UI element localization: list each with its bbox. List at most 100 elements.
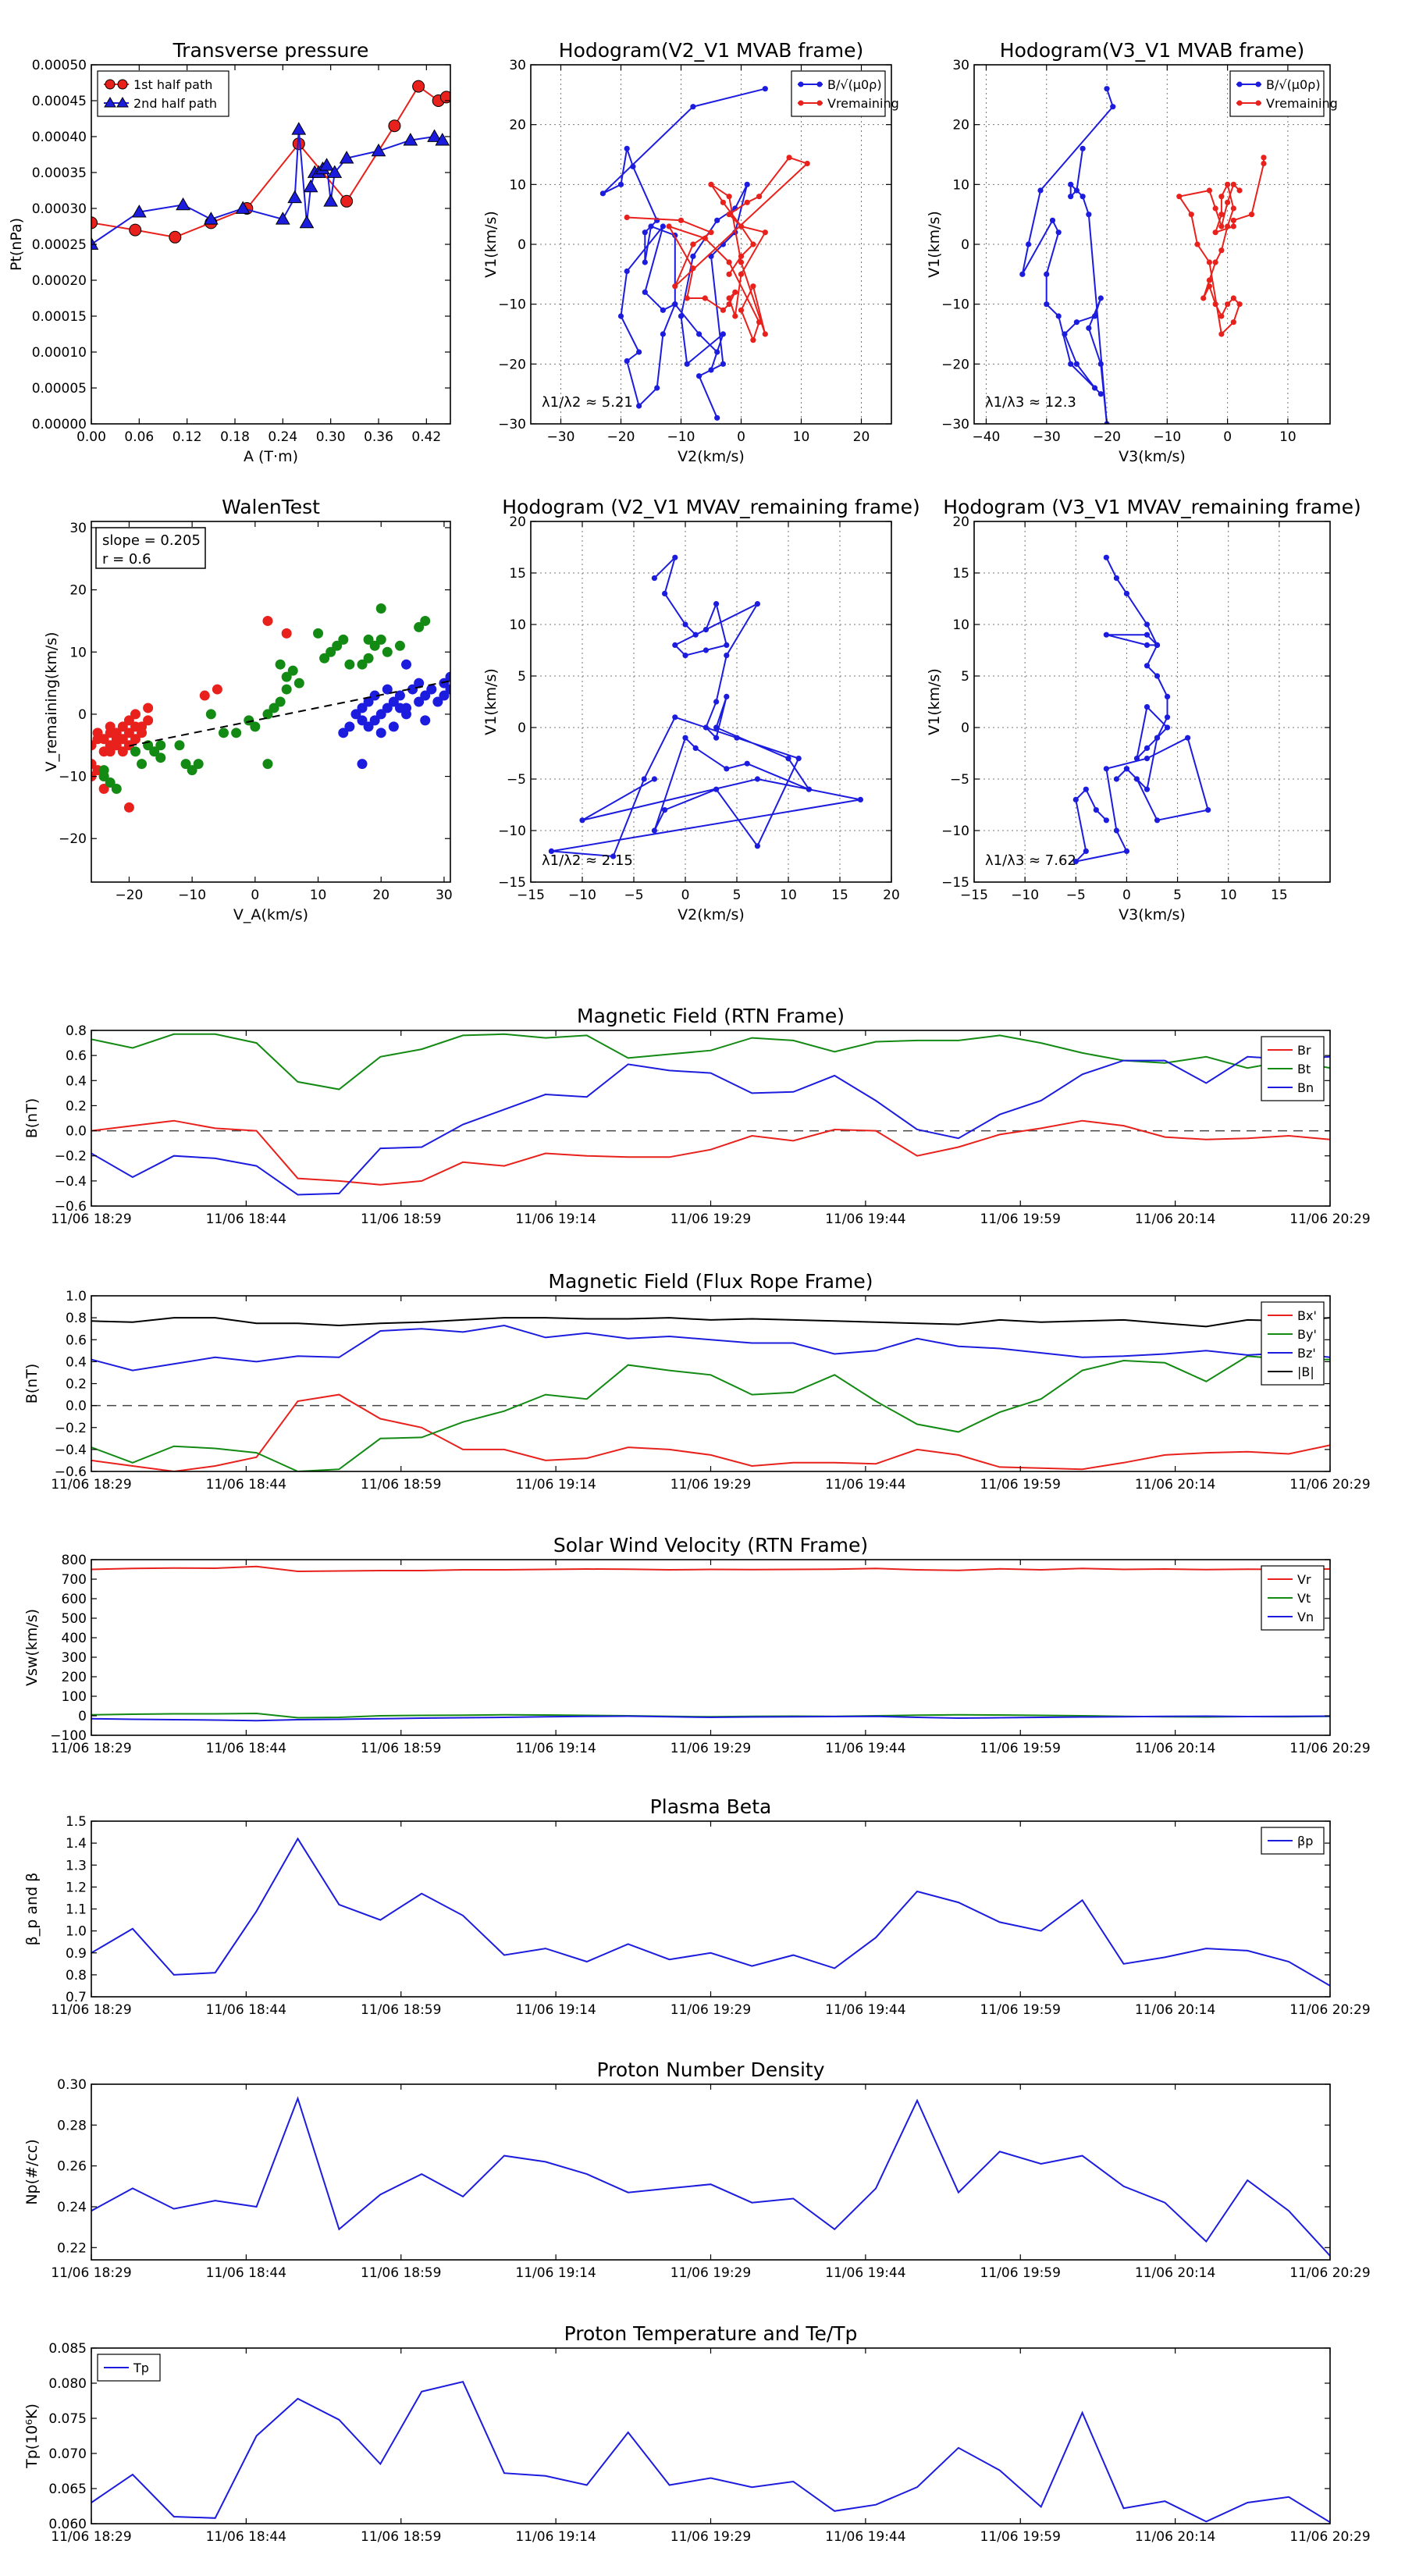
data-point xyxy=(692,632,699,638)
data-point xyxy=(1236,301,1243,308)
y-tick-label: 5 xyxy=(961,669,969,685)
data-point xyxy=(1230,217,1236,223)
y-tick-label: −10 xyxy=(498,824,526,839)
annotation-text: r = 0.6 xyxy=(102,551,151,568)
x-tick-label: −15 xyxy=(960,888,988,903)
y-axis-label: V1(km/s) xyxy=(926,211,943,278)
y-tick-label: 200 xyxy=(62,1670,87,1685)
y-tick-label: 0.00030 xyxy=(32,201,87,217)
scatter-point xyxy=(155,753,166,763)
scatter-point xyxy=(357,715,368,726)
x-tick-label: 10 xyxy=(1220,888,1237,903)
data-point xyxy=(1212,301,1218,308)
data-point xyxy=(713,735,720,741)
legend-marker xyxy=(798,81,804,87)
y-axis-label: V_remaining(km/s) xyxy=(43,632,60,771)
x-tick-label: 11/06 18:59 xyxy=(361,1477,441,1493)
data-point xyxy=(1073,361,1080,367)
data-point xyxy=(1103,632,1109,638)
x-tick-label: 11/06 19:29 xyxy=(670,2002,751,2018)
scatter-point xyxy=(281,671,292,682)
y-tick-label: −0.2 xyxy=(55,1421,87,1436)
x-tick-label: 11/06 19:59 xyxy=(980,2529,1061,2545)
series-line-B xyxy=(91,1317,1330,1328)
y-tick-label: 0.2 xyxy=(66,1377,87,1393)
data-point xyxy=(738,253,745,259)
x-axis-label: V3(km/s) xyxy=(1119,906,1186,923)
scatter-point xyxy=(357,703,368,713)
scatter-point xyxy=(149,746,160,757)
y-tick-label: 0.7 xyxy=(66,1990,87,2005)
data-point xyxy=(1049,217,1056,223)
legend-label: B/√(μ0ρ) xyxy=(827,77,882,92)
y-axis-label: B(nT) xyxy=(23,1364,41,1404)
scatter-point xyxy=(375,603,386,614)
x-tick-label: −10 xyxy=(1011,888,1039,903)
scatter-point xyxy=(382,684,393,695)
x-tick-label: 11/06 19:59 xyxy=(980,1477,1061,1493)
data-point xyxy=(1164,724,1171,731)
x-tick-label: 11/06 20:29 xyxy=(1289,2265,1370,2281)
data-point xyxy=(1073,187,1080,194)
plot-frame xyxy=(530,521,892,883)
data-point xyxy=(654,385,660,391)
data-point xyxy=(630,163,636,169)
y-tick-label: 0.00025 xyxy=(32,237,87,253)
data-point xyxy=(1062,331,1068,337)
data-point xyxy=(131,205,147,218)
x-tick-label: 11/06 18:59 xyxy=(361,2002,441,2018)
x-tick-label: 11/06 20:14 xyxy=(1135,1477,1215,1493)
data-point xyxy=(702,235,708,241)
data-point xyxy=(1218,247,1225,254)
data-point xyxy=(692,745,699,752)
scatter-point xyxy=(375,728,386,738)
x-tick-label: 11/06 19:44 xyxy=(825,2265,905,2281)
data-point xyxy=(1037,187,1044,194)
x-tick-label: 11/06 20:14 xyxy=(1135,2002,1215,2018)
data-point xyxy=(754,843,761,849)
data-point xyxy=(435,133,450,146)
data-point xyxy=(795,756,802,762)
legend-marker xyxy=(816,81,823,87)
x-tick-label: 10 xyxy=(1279,429,1297,445)
y-tick-label: 0.8 xyxy=(66,1968,87,1984)
scatter-point xyxy=(332,640,343,651)
y-axis-label: V1(km/s) xyxy=(482,211,500,278)
series-line-Vn xyxy=(91,1715,1330,1722)
y-tick-label: 0.00015 xyxy=(32,309,87,325)
data-point xyxy=(660,223,667,229)
data-point xyxy=(702,627,710,633)
x-tick-label: 11/06 19:29 xyxy=(670,2529,751,2545)
x-tick-label: 0.36 xyxy=(364,429,393,445)
scatter-point xyxy=(375,709,386,720)
scatter-point xyxy=(420,615,431,626)
chart-title: Transverse pressure xyxy=(173,39,369,62)
data-point xyxy=(1225,199,1231,205)
scatter-point xyxy=(338,728,349,738)
data-point xyxy=(91,237,99,250)
y-tick-label: 1.4 xyxy=(66,1836,87,1852)
y-tick-label: 15 xyxy=(952,566,969,582)
annotation-text: λ1/λ3 ≈ 12.3 xyxy=(985,394,1076,411)
scatter-point xyxy=(212,684,222,695)
y-tick-label: 0 xyxy=(78,707,87,723)
data-point xyxy=(1097,361,1104,367)
data-point xyxy=(371,143,386,157)
data-point xyxy=(1230,181,1236,187)
legend-marker xyxy=(1255,81,1261,87)
data-point xyxy=(203,212,219,225)
data-point xyxy=(1154,735,1161,741)
scatter-point xyxy=(439,690,450,701)
data-point xyxy=(610,853,617,859)
scatter-point xyxy=(420,690,431,701)
scatter-point xyxy=(319,653,330,664)
data-point xyxy=(724,653,730,659)
data-point xyxy=(1205,807,1211,813)
scatter-point xyxy=(369,640,380,651)
data-point xyxy=(1103,817,1109,824)
data-point xyxy=(806,786,812,792)
y-tick-label: 20 xyxy=(952,118,969,133)
data-point xyxy=(1218,223,1225,229)
scatter-point xyxy=(313,628,324,639)
data-point xyxy=(714,415,720,421)
